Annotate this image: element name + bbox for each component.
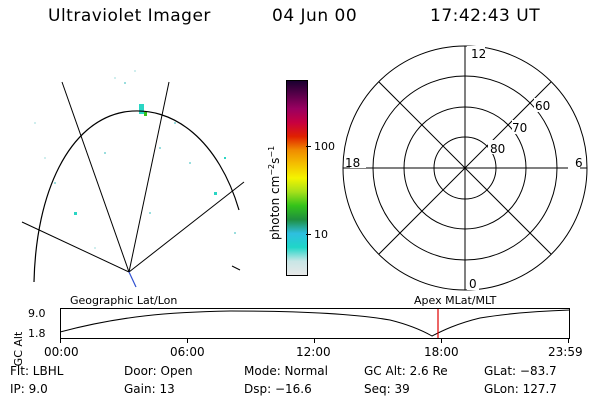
mlt-label-18: 18 xyxy=(345,156,360,170)
altitude-curve xyxy=(60,309,570,337)
x-tick-label: 06:00 xyxy=(170,345,205,359)
lat-label-60: 60 xyxy=(535,99,550,113)
glat-value: GLat: −83.7 xyxy=(484,364,557,378)
colorbar-axis-label: photon cm−2s−1 xyxy=(267,145,282,240)
lat-label-80: 80 xyxy=(490,142,505,156)
footprint-marker xyxy=(128,271,137,288)
door-status: Door: Open xyxy=(124,364,193,378)
filter-value: Flt: LBHL xyxy=(10,364,64,378)
aurora-speckles xyxy=(34,70,236,249)
colorbar-gradient xyxy=(287,81,307,275)
polar-plot: 12 18 6 0 60 70 80 xyxy=(342,45,588,291)
earth-limb-arc xyxy=(33,110,240,283)
meridian-lines xyxy=(21,81,245,273)
y-tick-label: 9.0 xyxy=(28,307,46,320)
gain-value: Gain: 13 xyxy=(124,382,175,396)
sequence-value: Seq: 39 xyxy=(364,382,410,396)
x-tick-label: 12:00 xyxy=(296,345,331,359)
colorbar xyxy=(286,80,308,276)
colorbar-tick xyxy=(306,234,311,235)
altitude-timeline xyxy=(60,308,570,339)
polar-diagonal xyxy=(378,81,552,255)
geographic-label: Geographic Lat/Lon xyxy=(70,294,178,307)
timeline-frame xyxy=(60,308,570,339)
x-tick xyxy=(187,339,188,343)
apex-label: Apex MLat/MLT xyxy=(414,294,497,307)
mlt-label-6: 6 xyxy=(575,156,583,170)
gc-altitude-value: GC Alt: 2.6 Re xyxy=(364,364,448,378)
date-label: 04 Jun 00 xyxy=(272,6,358,26)
mlt-label-0: 0 xyxy=(469,277,477,291)
mode-value: Mode: Normal xyxy=(244,364,328,378)
x-tick xyxy=(314,339,315,343)
mlt-label-12: 12 xyxy=(471,47,486,61)
ip-value: IP: 9.0 xyxy=(10,382,48,396)
instrument-title: Ultraviolet Imager xyxy=(48,6,211,26)
y-tick-label: 1.8 xyxy=(28,327,46,340)
lat-label-70: 70 xyxy=(512,121,527,135)
glon-value: GLon: 127.7 xyxy=(484,382,557,396)
colorbar-tick xyxy=(306,146,311,147)
geographic-image-panel xyxy=(21,70,245,288)
dsp-value: Dsp: −16.6 xyxy=(244,382,312,396)
x-tick-label: 00:00 xyxy=(44,345,79,359)
colorbar-tick-label: 100 xyxy=(314,140,335,153)
x-tick xyxy=(441,339,442,343)
colorbar-tick-label: 10 xyxy=(314,228,328,241)
x-tick xyxy=(60,339,61,343)
x-tick xyxy=(568,339,569,343)
x-tick-label: 23:59 xyxy=(548,345,583,359)
x-tick-label: 18:00 xyxy=(424,345,459,359)
time-label: 17:42:43 UT xyxy=(430,6,541,26)
